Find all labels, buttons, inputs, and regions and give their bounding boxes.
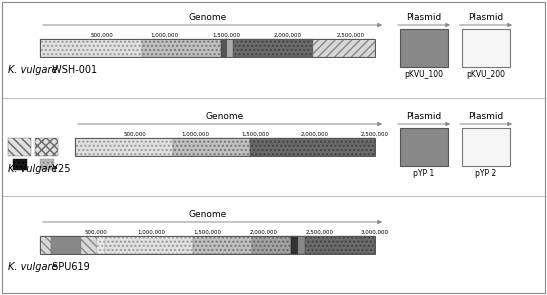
Text: 1,000,000: 1,000,000 xyxy=(181,132,209,137)
Text: 2,000,000: 2,000,000 xyxy=(249,230,277,235)
Text: K. vulgare: K. vulgare xyxy=(8,164,57,174)
Bar xyxy=(35,138,58,156)
Bar xyxy=(221,39,228,57)
Text: 1,000,000: 1,000,000 xyxy=(138,230,166,235)
Bar xyxy=(173,138,250,156)
Text: 500,000: 500,000 xyxy=(84,230,107,235)
Bar xyxy=(40,39,375,57)
Text: Y25: Y25 xyxy=(49,164,71,174)
Bar xyxy=(8,138,31,156)
Bar xyxy=(13,159,27,170)
Text: 2,500,000: 2,500,000 xyxy=(305,230,333,235)
Text: Plasmid: Plasmid xyxy=(468,13,504,22)
Text: K. vulgare: K. vulgare xyxy=(8,262,57,272)
Text: WSH-001: WSH-001 xyxy=(49,65,97,75)
Text: Genome: Genome xyxy=(188,210,226,219)
Bar xyxy=(51,236,82,254)
Text: Plasmid: Plasmid xyxy=(468,112,504,121)
Text: Plasmid: Plasmid xyxy=(406,13,441,22)
Text: 500,000: 500,000 xyxy=(91,33,113,38)
Text: pKVU_100: pKVU_100 xyxy=(404,70,444,79)
Bar xyxy=(40,236,375,254)
Bar xyxy=(193,236,252,254)
Bar xyxy=(40,159,54,170)
Text: 2,000,000: 2,000,000 xyxy=(274,33,302,38)
Bar xyxy=(40,39,142,57)
Bar xyxy=(105,236,193,254)
Text: pKVU_200: pKVU_200 xyxy=(467,70,505,79)
Text: 1,500,000: 1,500,000 xyxy=(241,132,269,137)
Bar xyxy=(250,138,375,156)
Bar xyxy=(233,39,313,57)
Text: 2,500,000: 2,500,000 xyxy=(361,132,389,137)
Text: Plasmid: Plasmid xyxy=(406,112,441,121)
Bar xyxy=(75,138,173,156)
Bar xyxy=(142,39,221,57)
Text: 1,500,000: 1,500,000 xyxy=(212,33,240,38)
Bar xyxy=(298,236,305,254)
Bar xyxy=(40,236,51,254)
Bar xyxy=(305,236,375,254)
Bar xyxy=(400,128,448,166)
Bar xyxy=(291,236,298,254)
Text: pYP 1: pYP 1 xyxy=(414,169,435,178)
Bar xyxy=(82,236,97,254)
Text: K. vulgare: K. vulgare xyxy=(8,65,57,75)
Text: 1,000,000: 1,000,000 xyxy=(150,33,178,38)
Bar xyxy=(252,236,291,254)
Bar xyxy=(228,39,233,57)
Bar xyxy=(462,128,510,166)
Text: 500,000: 500,000 xyxy=(124,132,147,137)
Text: 2,000,000: 2,000,000 xyxy=(301,132,329,137)
Bar xyxy=(313,39,375,57)
Text: 1,500,000: 1,500,000 xyxy=(194,230,222,235)
Text: Genome: Genome xyxy=(188,13,226,22)
Text: pYP 2: pYP 2 xyxy=(475,169,497,178)
Text: SPU619: SPU619 xyxy=(49,262,90,272)
Text: 3,000,000: 3,000,000 xyxy=(361,230,389,235)
Text: 2,500,000: 2,500,000 xyxy=(336,33,364,38)
Bar xyxy=(97,236,105,254)
Bar xyxy=(75,138,375,156)
Bar xyxy=(400,29,448,67)
Text: Genome: Genome xyxy=(206,112,244,121)
Bar xyxy=(462,29,510,67)
